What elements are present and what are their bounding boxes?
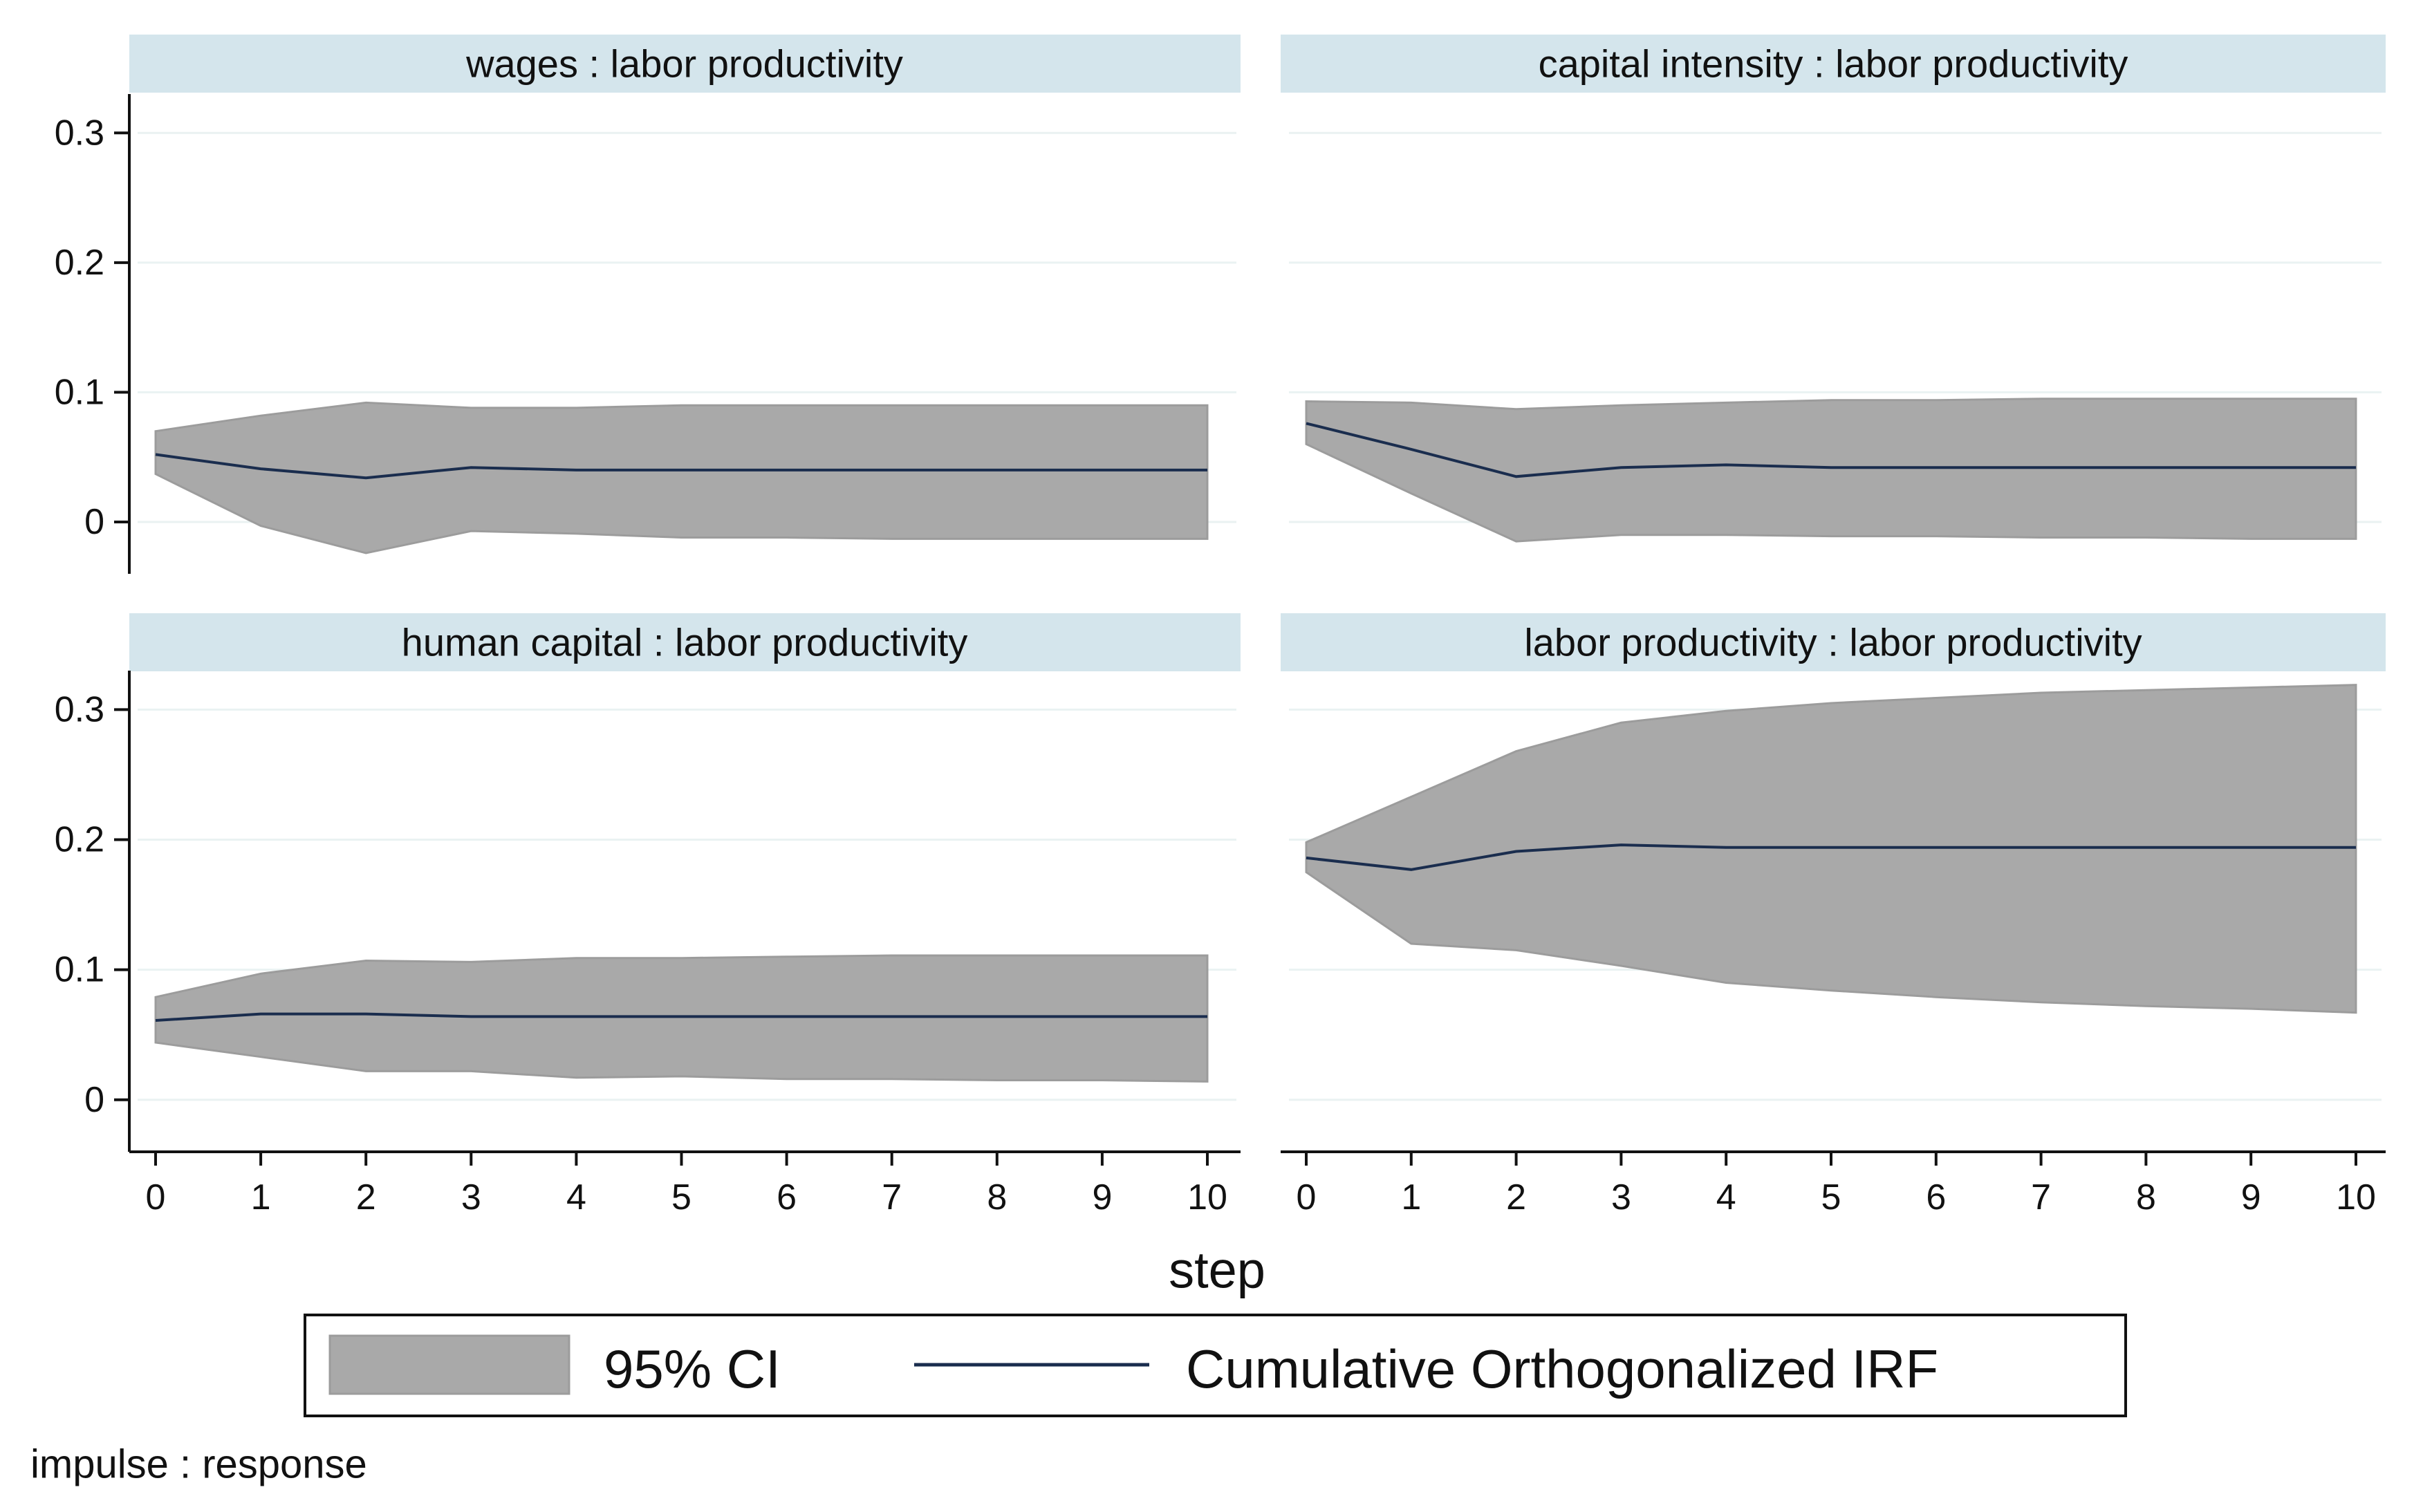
legend-box xyxy=(304,1314,2127,1417)
x-ticks-human-capital: 0 1 2 3 4 5 6 7 8 9 10 xyxy=(146,1152,1227,1217)
title-capital-intensity: capital intensity : labor productivity xyxy=(1539,42,2128,86)
x-tick-label-7: 7 xyxy=(882,1177,902,1217)
x-tick-label-5: 5 xyxy=(1821,1177,1841,1217)
irf-line-labor-productivity xyxy=(1306,843,2356,871)
x-tick-label-5: 5 xyxy=(671,1177,691,1217)
y-tick-label-0.1: 0.1 xyxy=(55,950,104,990)
x-tick-label-0: 0 xyxy=(1297,1177,1317,1217)
x-tick-label-3: 3 xyxy=(461,1177,481,1217)
irf-line-human-capital xyxy=(155,1012,1207,1022)
panel-capital-intensity: capital intensity : labor productivity xyxy=(1281,35,2386,543)
title-wages: wages : labor productivity xyxy=(465,42,903,86)
strip-human-capital xyxy=(129,613,1241,671)
y-tick-label-0.3: 0.3 xyxy=(55,689,104,729)
irf-line-wages xyxy=(155,453,1207,480)
legend-ci-swatch xyxy=(328,1334,570,1395)
x-tick-label-7: 7 xyxy=(2031,1177,2051,1217)
strip-wages xyxy=(129,35,1241,93)
y-tick-label-0.3: 0.3 xyxy=(55,113,104,153)
x-tick-label-2: 2 xyxy=(1506,1177,1526,1217)
x-tick-label-4: 4 xyxy=(566,1177,586,1217)
y-tick-label-0.2: 0.2 xyxy=(55,820,104,860)
panel-labor-productivity: labor productivity : labor productivity … xyxy=(1281,613,2386,1217)
strip-capital-intensity xyxy=(1281,35,2386,93)
x-axis-title: step xyxy=(1169,1242,1265,1299)
ci-band-capital-intensity xyxy=(1305,398,2357,543)
title-human-capital: human capital : labor productivity xyxy=(402,621,968,664)
y-tick-label-0.1: 0.1 xyxy=(55,372,104,412)
irf-line-capital-intensity xyxy=(1306,422,2356,478)
x-tick-label-2: 2 xyxy=(356,1177,376,1217)
footnote-impulse-response: impulse : response xyxy=(30,1442,367,1487)
x-tick-label-3: 3 xyxy=(1611,1177,1631,1217)
x-tick-label-10: 10 xyxy=(1187,1177,1227,1217)
x-tick-label-1: 1 xyxy=(251,1177,271,1217)
x-tick-label-4: 4 xyxy=(1716,1177,1736,1217)
y-tick-label-0.2: 0.2 xyxy=(55,243,104,283)
y-tick-label-0: 0 xyxy=(84,502,104,542)
x-tick-label-8: 8 xyxy=(987,1177,1007,1217)
x-tick-label-10: 10 xyxy=(2336,1177,2376,1217)
x-tick-label-1: 1 xyxy=(1401,1177,1421,1217)
ci-band-wages xyxy=(154,401,1209,554)
x-tick-label-9: 9 xyxy=(2241,1177,2261,1217)
y-ticks-wages: 0 0.1 0.2 0.3 xyxy=(55,113,129,542)
title-labor-productivity: labor productivity : labor productivity xyxy=(1524,621,2142,664)
x-tick-label-0: 0 xyxy=(146,1177,166,1217)
panel-wages: wages : labor productivity 0 0.1 0.2 0.3 xyxy=(55,35,1241,574)
ci-band-human-capital xyxy=(154,954,1209,1083)
legend-irf-label: Cumulative Orthogonalized IRF xyxy=(1186,1338,1938,1399)
x-tick-label-6: 6 xyxy=(777,1177,797,1217)
x-tick-label-8: 8 xyxy=(2136,1177,2156,1217)
y-ticks-human-capital: 0 0.1 0.2 0.3 xyxy=(55,689,129,1120)
strip-labor-productivity xyxy=(1281,613,2386,671)
y-tick-label-0: 0 xyxy=(84,1080,104,1120)
x-tick-label-9: 9 xyxy=(1092,1177,1112,1217)
legend-ci-label: 95% CI xyxy=(604,1338,781,1399)
legend: 95% CI Cumulative Orthogonalized IRF xyxy=(304,1314,2127,1417)
panel-human-capital: human capital : labor productivity 0 0.1… xyxy=(55,613,1241,1217)
x-tick-label-6: 6 xyxy=(1926,1177,1946,1217)
x-ticks-labor-productivity: 0 1 2 3 4 5 6 7 8 9 10 xyxy=(1297,1152,2376,1217)
